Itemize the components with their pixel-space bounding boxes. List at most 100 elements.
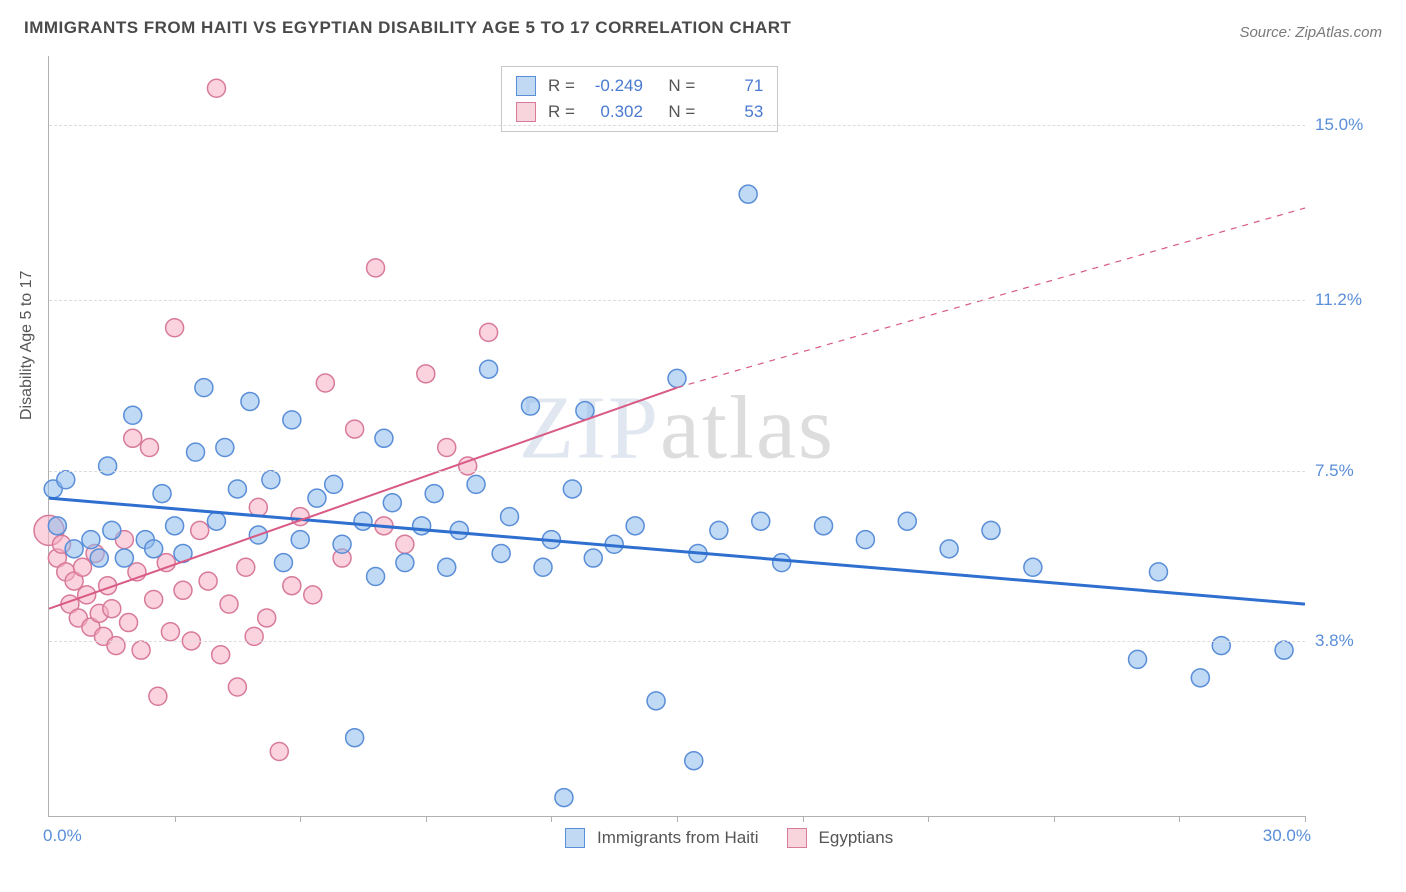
data-point bbox=[245, 627, 263, 645]
trend-line-pink bbox=[49, 388, 677, 609]
plot-area: ZIPatlas R = -0.249 N = 71 R = 0.302 N =… bbox=[48, 56, 1305, 817]
r-label: R = bbox=[548, 73, 575, 99]
data-point bbox=[710, 521, 728, 539]
data-point bbox=[367, 567, 385, 585]
legend-row-pink: R = 0.302 N = 53 bbox=[516, 99, 763, 125]
data-point bbox=[120, 614, 138, 632]
data-point bbox=[283, 411, 301, 429]
x-tick-mark bbox=[1179, 816, 1180, 822]
data-point bbox=[166, 517, 184, 535]
n-label: N = bbox=[668, 73, 695, 99]
data-point bbox=[480, 323, 498, 341]
data-point bbox=[940, 540, 958, 558]
data-point bbox=[739, 185, 757, 203]
data-point bbox=[396, 535, 414, 553]
data-point bbox=[982, 521, 1000, 539]
chart-title: IMMIGRANTS FROM HAITI VS EGYPTIAN DISABI… bbox=[24, 18, 791, 38]
data-point bbox=[99, 457, 117, 475]
x-tick-mark bbox=[300, 816, 301, 822]
r-label: R = bbox=[548, 99, 575, 125]
data-point bbox=[103, 600, 121, 618]
data-point bbox=[555, 789, 573, 807]
data-point bbox=[438, 439, 456, 457]
data-point bbox=[1129, 650, 1147, 668]
data-point bbox=[1212, 637, 1230, 655]
data-point bbox=[480, 360, 498, 378]
data-point bbox=[425, 485, 443, 503]
data-point bbox=[325, 475, 343, 493]
data-point bbox=[103, 521, 121, 539]
data-point bbox=[207, 512, 225, 530]
data-point bbox=[107, 637, 125, 655]
data-point bbox=[283, 577, 301, 595]
x-tick-mark bbox=[1054, 816, 1055, 822]
gridline bbox=[49, 471, 1305, 472]
data-point bbox=[308, 489, 326, 507]
data-point bbox=[149, 687, 167, 705]
data-point bbox=[228, 480, 246, 498]
data-point bbox=[258, 609, 276, 627]
data-point bbox=[249, 498, 267, 516]
data-point bbox=[195, 379, 213, 397]
data-point bbox=[191, 521, 209, 539]
data-point bbox=[153, 485, 171, 503]
data-point bbox=[668, 369, 686, 387]
data-point bbox=[492, 544, 510, 562]
n-value-blue: 71 bbox=[703, 73, 763, 99]
data-point bbox=[626, 517, 644, 535]
swatch-blue-icon bbox=[516, 76, 536, 96]
x-tick-mark bbox=[175, 816, 176, 822]
data-point bbox=[220, 595, 238, 613]
data-point bbox=[48, 517, 66, 535]
data-point bbox=[212, 646, 230, 664]
data-point bbox=[773, 554, 791, 572]
data-point bbox=[316, 374, 334, 392]
data-point bbox=[367, 259, 385, 277]
data-point bbox=[346, 420, 364, 438]
gridline bbox=[49, 300, 1305, 301]
data-point bbox=[1149, 563, 1167, 581]
data-point bbox=[417, 365, 435, 383]
chart-container: IMMIGRANTS FROM HAITI VS EGYPTIAN DISABI… bbox=[0, 0, 1406, 892]
data-point bbox=[413, 517, 431, 535]
data-point bbox=[187, 443, 205, 461]
swatch-pink-icon bbox=[516, 102, 536, 122]
data-point bbox=[82, 531, 100, 549]
data-point bbox=[647, 692, 665, 710]
y-axis-label: Disability Age 5 to 17 bbox=[18, 271, 36, 420]
n-value-pink: 53 bbox=[703, 99, 763, 125]
data-point bbox=[237, 558, 255, 576]
legend-series: Immigrants from Haiti Egyptians bbox=[565, 828, 893, 848]
n-label: N = bbox=[668, 99, 695, 125]
data-point bbox=[856, 531, 874, 549]
data-point bbox=[124, 429, 142, 447]
swatch-blue-icon bbox=[565, 828, 585, 848]
data-point bbox=[57, 471, 75, 489]
r-value-pink: 0.302 bbox=[583, 99, 643, 125]
data-point bbox=[140, 439, 158, 457]
x-tick-mark bbox=[551, 816, 552, 822]
y-tick-label: 7.5% bbox=[1315, 461, 1395, 481]
data-point bbox=[216, 439, 234, 457]
data-point bbox=[145, 591, 163, 609]
data-point bbox=[501, 508, 519, 526]
legend-row-blue: R = -0.249 N = 71 bbox=[516, 73, 763, 99]
data-point bbox=[396, 554, 414, 572]
data-point bbox=[584, 549, 602, 567]
x-tick-min: 0.0% bbox=[43, 826, 82, 846]
data-point bbox=[207, 79, 225, 97]
legend-item-blue: Immigrants from Haiti bbox=[565, 828, 759, 848]
legend-correlation: R = -0.249 N = 71 R = 0.302 N = 53 bbox=[501, 66, 778, 132]
data-point bbox=[291, 531, 309, 549]
data-point bbox=[304, 586, 322, 604]
y-tick-label: 11.2% bbox=[1315, 290, 1395, 310]
data-point bbox=[132, 641, 150, 659]
data-point bbox=[438, 558, 456, 576]
data-point bbox=[333, 535, 351, 553]
data-point bbox=[161, 623, 179, 641]
data-point bbox=[124, 406, 142, 424]
scatter-svg bbox=[49, 56, 1305, 816]
data-point bbox=[534, 558, 552, 576]
data-point bbox=[815, 517, 833, 535]
x-tick-mark bbox=[1305, 816, 1306, 822]
